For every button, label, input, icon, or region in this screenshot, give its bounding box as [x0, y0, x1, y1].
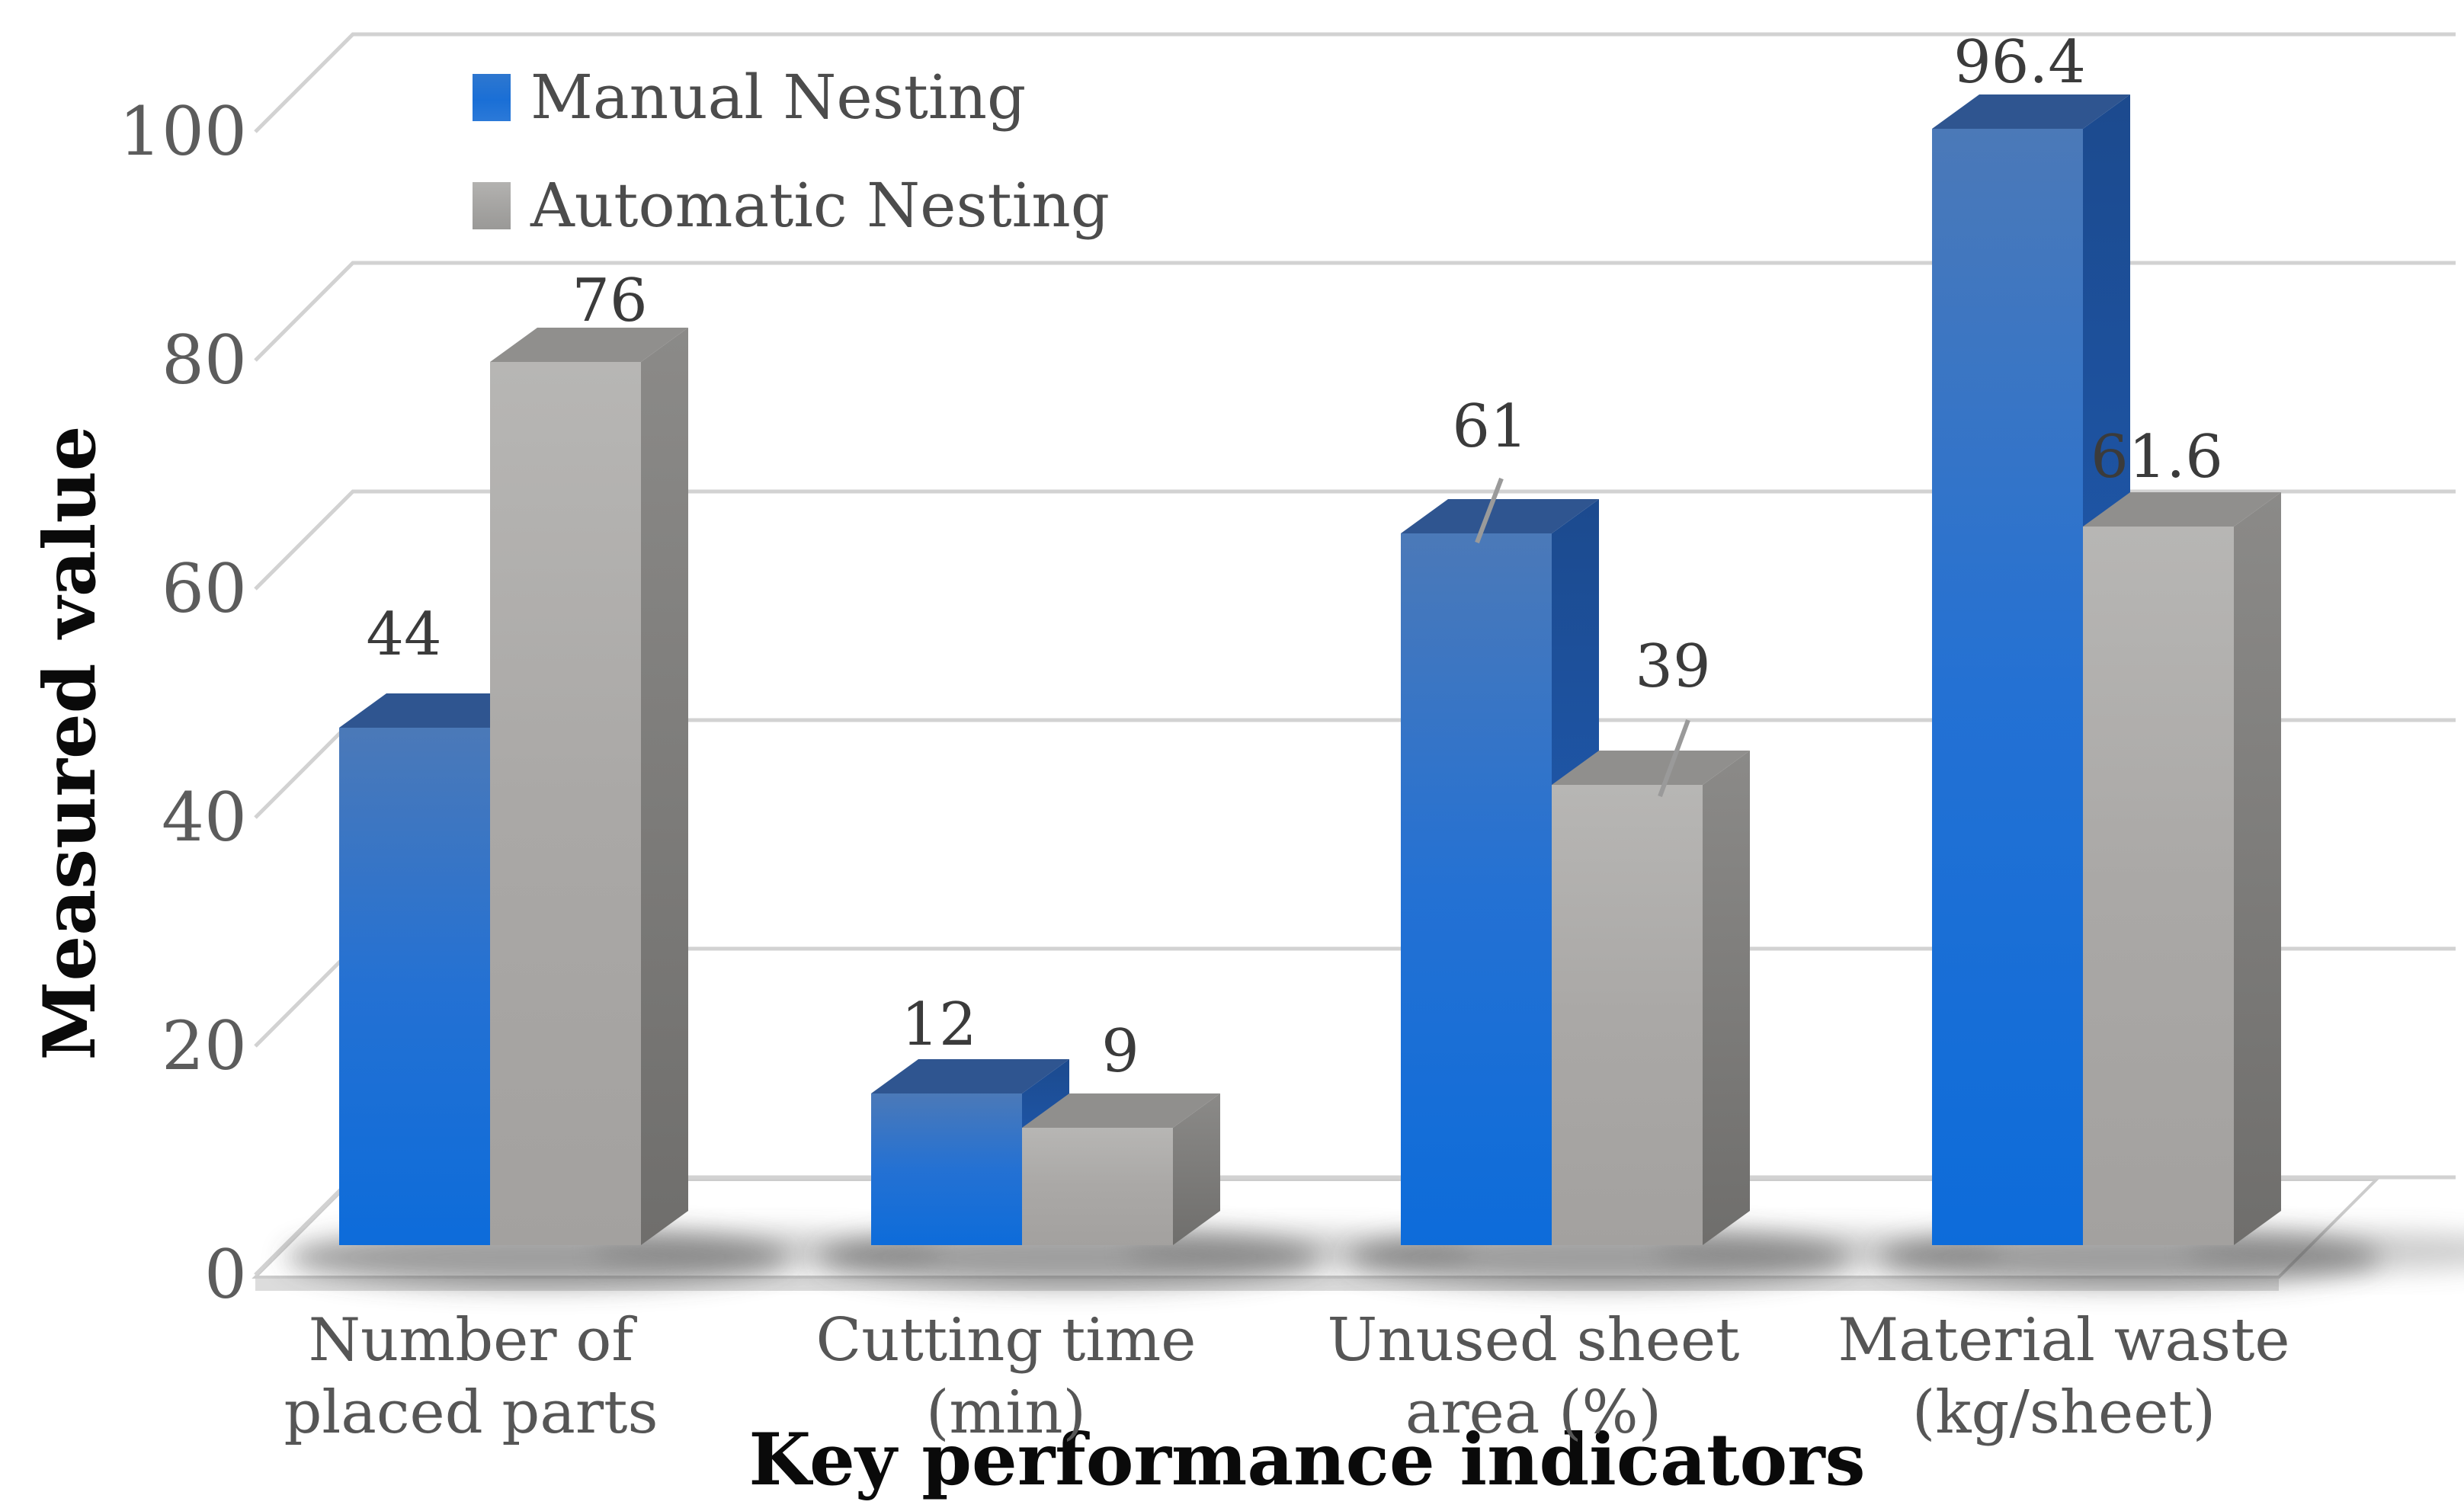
bar-top-face	[2083, 492, 2281, 527]
legend-label: Automatic Nesting	[530, 170, 1110, 241]
bar-front-face	[2083, 527, 2234, 1245]
legend-swatch-icon	[473, 74, 511, 121]
bar-top-face	[1932, 94, 2130, 129]
bar-automatic-3	[2083, 492, 2281, 1245]
bar-group-0	[339, 328, 688, 1245]
bar-front-face	[490, 362, 641, 1245]
data-label: 9	[1101, 1017, 1139, 1086]
legend-swatch-icon	[473, 182, 511, 229]
bar-group-3	[1932, 94, 2281, 1245]
floor-front-edge	[255, 1279, 2279, 1291]
bar-side-face	[1173, 1093, 1220, 1245]
bar-top-face	[339, 693, 537, 728]
bar-top-face	[871, 1059, 1069, 1093]
data-label: 76	[572, 267, 648, 335]
bar-automatic-2	[1552, 751, 1750, 1245]
legend-item-automatic-nesting: Automatic Nesting	[473, 175, 1110, 236]
y-tick-label: 60	[162, 549, 247, 628]
legend: Manual Nesting Automatic Nesting	[473, 67, 1110, 236]
bar-front-face	[1401, 533, 1552, 1245]
category-label: Material waste (kg/sheet)	[1838, 1306, 2290, 1448]
bar-front-face	[1552, 785, 1703, 1245]
bar-automatic-1	[1022, 1093, 1220, 1245]
y-tick-label: 100	[119, 92, 247, 171]
x-axis-title: Key performance indicators	[748, 1418, 1866, 1502]
data-label: 96.4	[1953, 28, 2086, 97]
bar-top-face	[1401, 499, 1599, 533]
data-label: 61	[1452, 392, 1528, 461]
gridline	[254, 32, 2456, 133]
bar-front-face	[871, 1093, 1022, 1245]
category-label: Cutting time (min)	[815, 1306, 1197, 1448]
bar-top-face	[490, 328, 688, 362]
y-axis-title: Measured value	[28, 425, 112, 1061]
bar-shadow-tail	[2184, 1231, 2464, 1271]
bar-front-face	[1932, 129, 2083, 1245]
legend-item-manual-nesting: Manual Nesting	[473, 67, 1110, 128]
bar-front-face	[1022, 1128, 1173, 1245]
y-tick-label: 40	[162, 778, 247, 856]
y-tick-label: 80	[162, 321, 247, 399]
y-tick-label: 0	[204, 1235, 247, 1314]
data-label: 44	[366, 600, 442, 669]
data-label-leader-line	[1658, 719, 1690, 798]
bar-side-face	[2234, 492, 2281, 1245]
bar-side-face	[641, 328, 688, 1245]
bar-top-face	[1022, 1093, 1220, 1128]
data-label: 61.6	[2091, 423, 2223, 491]
y-tick-label: 20	[162, 1007, 247, 1085]
data-label: 39	[1635, 632, 1711, 701]
bar-side-face	[1703, 751, 1750, 1245]
bar-group-2	[1401, 499, 1750, 1245]
gridline	[254, 261, 2456, 362]
legend-label: Manual Nesting	[530, 62, 1027, 133]
bar-group-1	[871, 1059, 1220, 1245]
bar-top-face	[1552, 751, 1750, 785]
bar-front-face	[339, 728, 490, 1245]
category-label: Number of placed parts	[284, 1306, 658, 1448]
gridline	[254, 489, 2456, 591]
data-label-leader-line	[1475, 477, 1504, 544]
category-label: Unused sheet area (%)	[1327, 1306, 1740, 1448]
data-label: 12	[901, 991, 977, 1059]
bar-automatic-0	[490, 328, 688, 1245]
